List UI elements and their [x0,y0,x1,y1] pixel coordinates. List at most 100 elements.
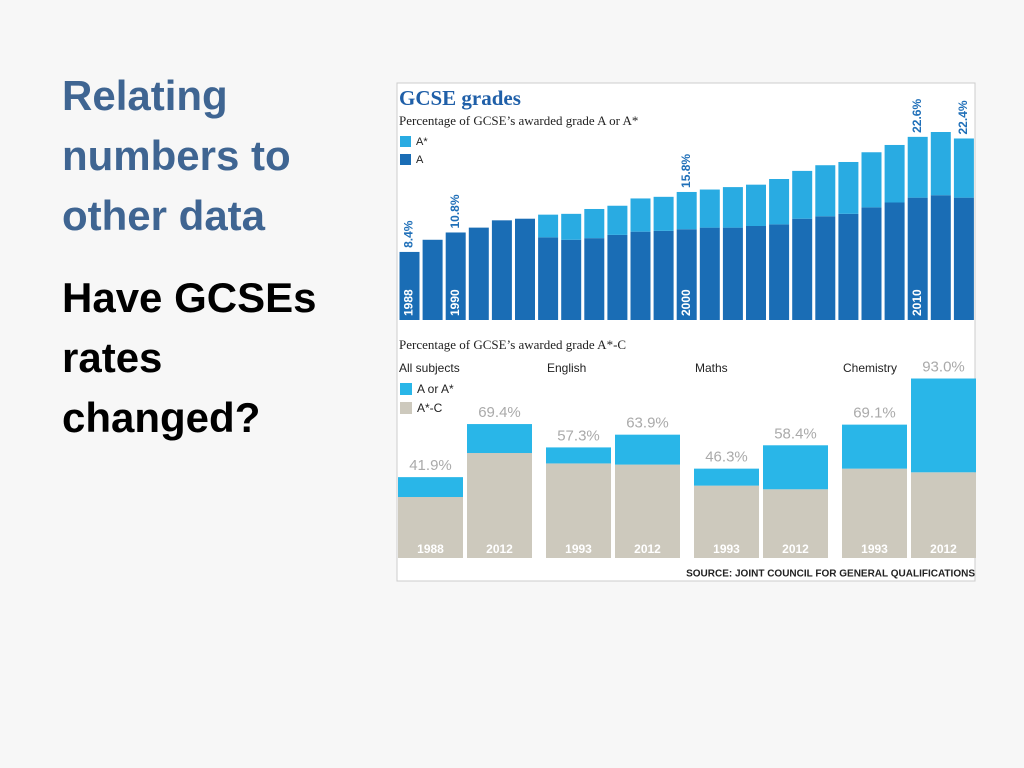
bar-segment [615,434,680,465]
bar-segment [546,447,611,464]
x-tick-label: 1993 [713,542,740,556]
x-tick-label: 1993 [565,542,592,556]
x-tick-label: 2012 [486,542,513,556]
bar-segment [491,220,512,320]
bar-segment [515,218,535,320]
value-label: 10.8% [448,194,462,228]
legend-swatch [400,136,411,147]
bar-segment [561,213,582,240]
bar-segment [699,227,720,320]
value-label: 57.3% [557,427,600,444]
x-tick-label: 1993 [861,542,888,556]
bar-segment [842,468,907,558]
group-label: Maths [695,361,728,375]
x-tick-label: 1988 [417,542,444,556]
bar-segment [615,464,680,558]
bar-segment [911,378,976,473]
bar-segment [653,196,674,231]
x-tick-label: 2012 [782,542,809,556]
bar-segment [953,138,974,198]
bar-segment [722,227,743,320]
group-label: English [547,361,586,375]
bar-segment [815,165,836,217]
bar-segment [699,189,720,228]
value-label: 93.0% [922,358,965,375]
group-label: All subjects [399,361,460,375]
legend-label: A* [416,136,428,148]
bar-segment [792,218,813,320]
bar-segment [467,424,532,454]
bar-segment [676,191,697,230]
value-label: 22.4% [956,100,970,134]
value-label: 15.8% [679,154,693,188]
bar-segment [769,224,790,320]
value-label: 46.3% [705,449,748,466]
value-label: 69.1% [853,405,896,422]
x-tick-label: 2000 [679,289,693,316]
bar-segment [763,489,828,558]
bar-segment [815,216,836,320]
value-label: 41.9% [409,457,452,474]
bar-segment [930,195,951,320]
legend-label: A*-C [417,401,443,415]
legend-swatch [400,154,411,165]
x-tick-label: 2012 [634,542,661,556]
bar-segment [792,170,813,219]
bar-segment [884,144,905,203]
bar-segment [607,234,628,320]
legend-label: A [416,154,424,166]
bar-segment [861,207,882,320]
legend-swatch [400,383,412,395]
slide-question: Have GCSEs rates changed? [62,274,317,441]
bar-segment [907,197,928,320]
bar-segment [842,424,907,469]
slide-heading: Relating numbers to other data [62,72,291,239]
bar-segment [746,184,766,226]
value-label: 63.9% [626,415,669,432]
value-label: 58.4% [774,425,817,442]
bar-segment [907,136,928,198]
bar-segment [769,179,790,225]
bar-segment [861,152,882,208]
chart-title: GCSE grades [399,86,521,110]
bar-segment [399,251,420,320]
bar-segment [953,197,974,320]
bar-segment [838,213,859,320]
bar-segment [676,229,697,320]
bar-segment [694,468,759,486]
bar-segment [445,232,466,320]
bar-segment [911,472,976,558]
bar-segment [546,463,611,558]
legend-label: A or A* [417,382,454,396]
bar-segment [763,445,828,490]
value-label: 22.6% [910,99,924,133]
bar-segment [398,497,463,558]
bar-segment [584,238,605,320]
group-label: Chemistry [843,361,897,375]
x-tick-label: 1990 [448,289,462,316]
bar-segment [722,187,743,228]
x-tick-label: 2010 [910,289,924,316]
bar-segment [653,230,674,320]
value-label: 69.4% [478,404,521,421]
x-tick-label: 1988 [402,289,416,316]
bar-segment [930,132,951,196]
chart-subtitle: Percentage of GCSE’s awarded grade A*-C [399,337,626,352]
bar-segment [468,227,489,320]
bar-segment [584,208,605,239]
bar-segment [838,161,859,214]
bar-segment [884,202,905,320]
bar-segment [694,485,759,558]
bar-segment [630,198,651,232]
bar-segment [561,239,582,320]
bar-segment [630,231,651,320]
bar-segment [538,214,559,238]
bar-segment [467,453,532,558]
source: SOURCE: JOINT COUNCIL FOR GENERAL QUALIF… [686,569,975,580]
bar-segment [398,477,463,498]
value-label: 8.4% [402,220,416,248]
chart-subtitle: Percentage of GCSE’s awarded grade A or … [399,113,638,128]
bar-segment [607,205,628,235]
